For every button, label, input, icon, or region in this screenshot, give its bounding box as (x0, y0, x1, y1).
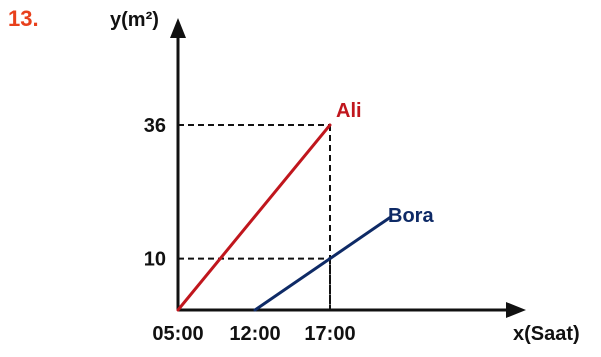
series-line-ali (176, 123, 332, 312)
y-tick-label: 10 (144, 249, 166, 271)
x-tick-label: 12:00 (229, 323, 280, 345)
x-axis-title: x(Saat) (513, 323, 580, 345)
y-axis-title: y(m²) (110, 9, 159, 31)
x-tick-label: 17:00 (304, 323, 355, 345)
series-line-bora (253, 216, 392, 312)
series-lines (176, 123, 392, 312)
question-number: 13. (8, 6, 39, 31)
x-axis-arrowhead (506, 302, 526, 318)
series-label-bora: Bora (388, 205, 434, 227)
series-labels: Ali Bora (336, 100, 434, 227)
y-tick-label: 36 (144, 115, 166, 137)
guide-lines (178, 124, 331, 310)
x-tick-label: 05:00 (152, 323, 203, 345)
series-label-ali: Ali (336, 100, 362, 122)
tick-labels: 10 36 05:00 12:00 17:00 (144, 115, 356, 345)
y-axis-arrowhead (170, 18, 186, 38)
